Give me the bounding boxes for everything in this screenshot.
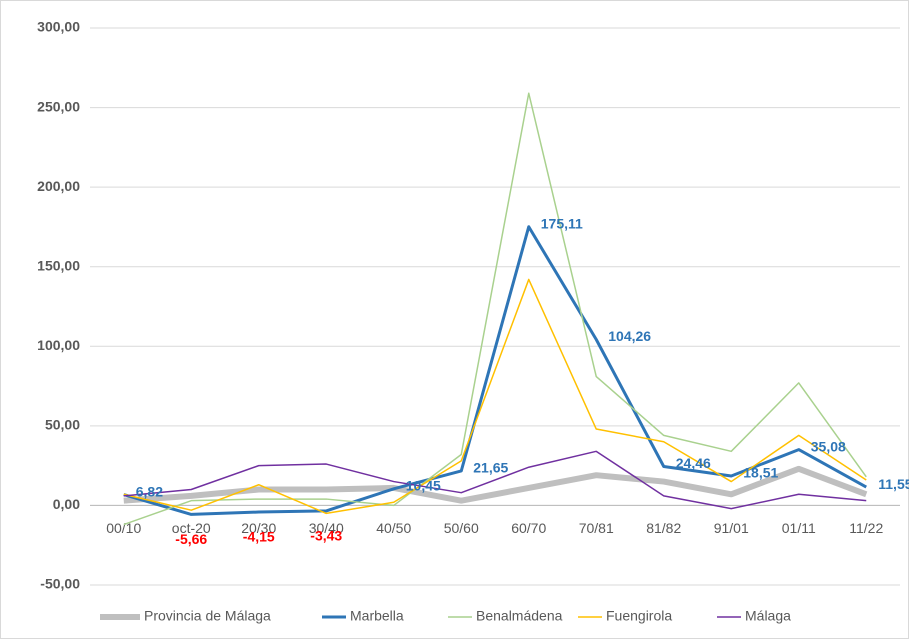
y-tick-label: 50,00: [45, 417, 80, 433]
x-tick-label: 91/01: [714, 520, 749, 536]
data-label: 18,51: [743, 465, 778, 481]
data-label: 11,55: [878, 476, 909, 492]
data-label: 104,26: [608, 328, 651, 344]
legend-label: Benalmádena: [476, 608, 563, 624]
x-tick-label: 01/11: [782, 520, 816, 536]
data-label: 21,65: [473, 460, 508, 476]
x-tick-label: 00/10: [106, 520, 141, 536]
x-tick-label: oct-20: [172, 520, 211, 536]
x-tick-label: 81/82: [646, 520, 681, 536]
data-label: 10,45: [406, 478, 441, 494]
legend-label: Provincia de Málaga: [144, 608, 271, 624]
data-label: 24,46: [676, 455, 711, 471]
data-label: -5,66: [175, 531, 207, 547]
y-tick-label: 300,00: [37, 19, 80, 35]
x-tick-label: 60/70: [511, 520, 546, 536]
x-tick-label: 30/40: [309, 520, 344, 536]
series-line: [123, 465, 868, 504]
x-tick-label: 40/50: [376, 520, 411, 536]
series-line: [123, 450, 867, 510]
data-label: -3,43: [310, 528, 342, 544]
y-tick-label: 150,00: [37, 257, 80, 273]
data-label: 175,11: [541, 215, 583, 231]
y-tick-label: 250,00: [37, 98, 80, 114]
x-tick-label: 50/60: [444, 520, 479, 536]
x-tick-label: 11/22: [849, 520, 883, 536]
data-label: -4,15: [243, 529, 275, 545]
x-tick-label: 70/81: [579, 520, 614, 536]
y-tick-label: 0,00: [53, 496, 80, 512]
data-label: 35,08: [811, 438, 846, 454]
legend-label: Málaga: [745, 608, 791, 624]
legend-label: Marbella: [350, 608, 404, 624]
series-line: [123, 278, 867, 515]
y-tick-label: 100,00: [37, 337, 80, 353]
series-line: [123, 225, 867, 516]
series-line: [123, 92, 867, 526]
legend-label: Fuengirola: [606, 608, 672, 624]
x-tick-label: 20/30: [241, 520, 276, 536]
y-tick-label: 200,00: [37, 178, 80, 194]
data-label: 6,82: [136, 483, 163, 499]
y-tick-label: -50,00: [40, 576, 80, 592]
